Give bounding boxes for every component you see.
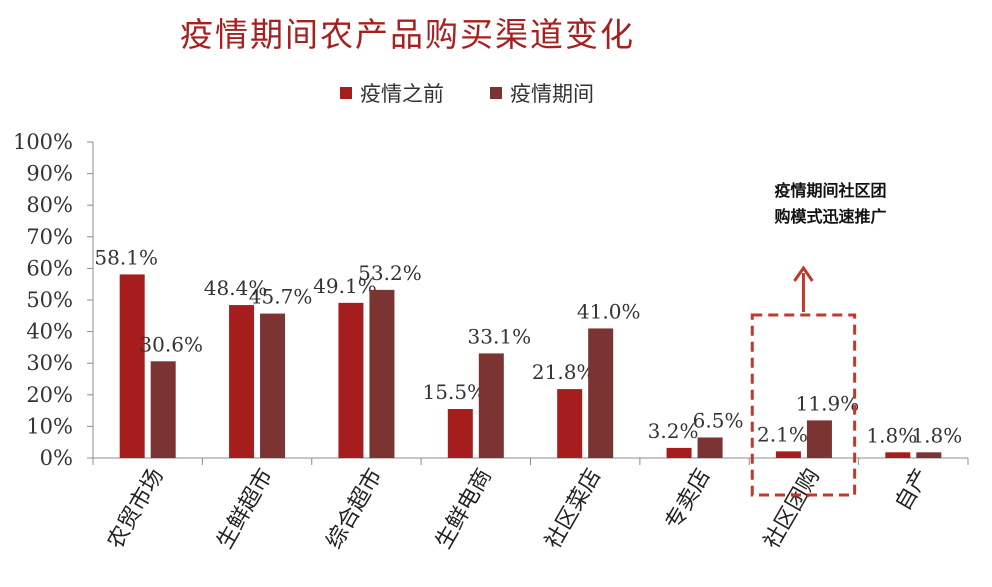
data-label-before: 1.8% bbox=[866, 423, 917, 447]
y-tick-label: 50% bbox=[26, 288, 73, 312]
annotation-text: 疫情期间社区团 购模式迅速推广 bbox=[738, 178, 923, 230]
bar-during bbox=[150, 361, 176, 458]
data-label-before: 21.8% bbox=[532, 360, 596, 384]
data-label-during: 45.7% bbox=[249, 285, 313, 309]
y-tick-label: 70% bbox=[26, 225, 73, 249]
bar-before bbox=[557, 389, 583, 458]
data-label-before: 49.1% bbox=[313, 274, 377, 298]
data-label-during: 53.2% bbox=[358, 261, 422, 285]
annotation-arrow-head bbox=[793, 265, 814, 282]
bar-during bbox=[369, 289, 395, 458]
legend-swatch-before bbox=[340, 87, 352, 99]
x-tick-label: 专卖店 bbox=[661, 465, 716, 535]
y-tick-label: 0% bbox=[40, 446, 73, 470]
bar-before bbox=[885, 452, 911, 458]
y-tick-label: 80% bbox=[26, 193, 73, 217]
x-tick-label: 社区菜店 bbox=[541, 465, 607, 554]
x-tick-label: 农贸市场 bbox=[103, 465, 169, 554]
data-label-before: 48.4% bbox=[204, 276, 268, 300]
legend: 疫情之前 疫情期间 bbox=[340, 78, 594, 108]
annotation-line-2: 购模式迅速推广 bbox=[774, 207, 887, 226]
legend-label-during: 疫情期间 bbox=[510, 82, 594, 106]
data-label-before: 15.5% bbox=[423, 380, 487, 404]
data-label-before: 2.1% bbox=[757, 422, 808, 446]
bar-before bbox=[447, 409, 473, 458]
y-tick-label: 60% bbox=[26, 256, 73, 280]
x-tick-label: 生鲜超市 bbox=[213, 465, 279, 554]
data-label-during: 1.8% bbox=[911, 423, 962, 447]
bar-during bbox=[697, 437, 723, 458]
bar-before bbox=[666, 447, 692, 458]
bar-during bbox=[916, 452, 942, 458]
data-label-during: 11.9% bbox=[796, 391, 860, 415]
x-tick-label: 生鲜电商 bbox=[431, 465, 497, 554]
data-label-before: 3.2% bbox=[648, 419, 699, 443]
bar-during bbox=[260, 313, 286, 458]
y-tick-label: 30% bbox=[26, 351, 73, 375]
data-label-during: 30.6% bbox=[139, 332, 203, 356]
highlight-box bbox=[750, 313, 857, 497]
y-tick-label: 90% bbox=[26, 162, 73, 186]
bar-during bbox=[806, 420, 832, 458]
y-tick-label: 10% bbox=[26, 414, 73, 438]
bar-before bbox=[119, 274, 145, 458]
legend-item-before: 疫情之前 bbox=[340, 78, 444, 108]
legend-label-before: 疫情之前 bbox=[360, 82, 444, 106]
bar-before bbox=[775, 451, 801, 458]
data-label-during: 41.0% bbox=[577, 299, 641, 323]
y-tick-label: 20% bbox=[26, 383, 73, 407]
bar-before bbox=[338, 302, 364, 458]
annotation-line-1: 疫情期间社区团 bbox=[774, 181, 887, 200]
data-label-during: 6.5% bbox=[693, 408, 744, 432]
legend-item-during: 疫情期间 bbox=[490, 78, 594, 108]
x-tick-label: 综合超市 bbox=[322, 465, 388, 554]
chart-title: 疫情期间农产品购买渠道变化 bbox=[180, 15, 635, 54]
y-tick-label: 40% bbox=[26, 320, 73, 344]
bar-during bbox=[588, 328, 614, 458]
x-tick-label: 自产 bbox=[891, 465, 935, 516]
data-label-before: 58.1% bbox=[94, 245, 158, 269]
bar-during bbox=[478, 353, 504, 458]
x-tick-label: 社区团购 bbox=[759, 465, 825, 554]
data-label-during: 33.1% bbox=[468, 324, 532, 348]
y-tick-label: 100% bbox=[13, 130, 73, 154]
bar-before bbox=[229, 305, 255, 458]
legend-swatch-during bbox=[490, 87, 502, 99]
